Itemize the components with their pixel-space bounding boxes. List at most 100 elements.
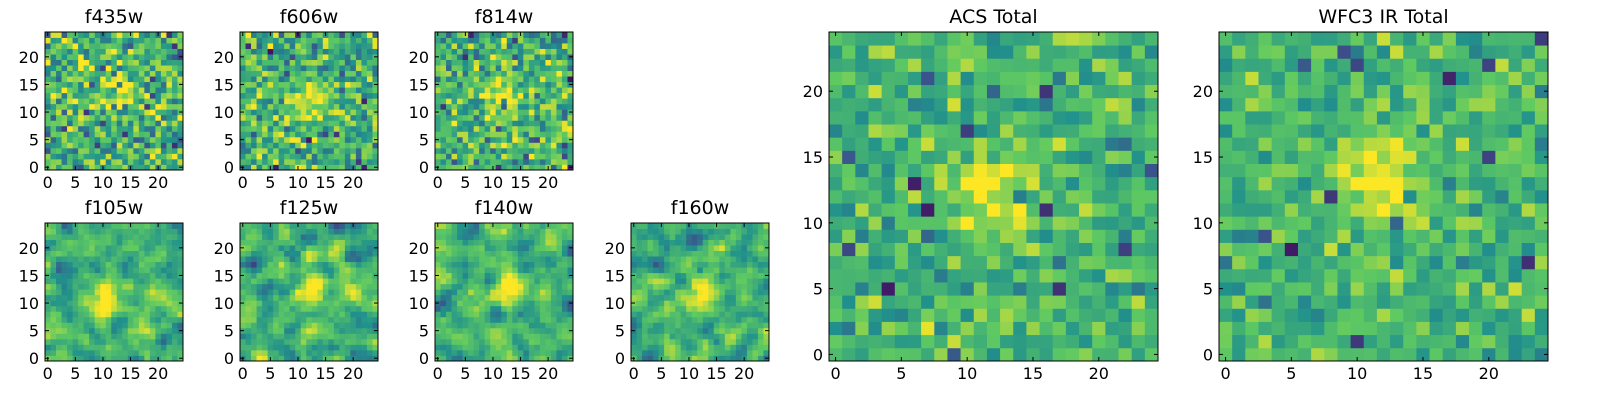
heatmap-cell: [361, 228, 368, 235]
heatmap-cell: [284, 311, 291, 318]
heatmap-cell: [517, 256, 524, 263]
heatmap-cell: [451, 98, 458, 105]
heatmap-cell: [355, 109, 362, 116]
heatmap-cell: [144, 245, 151, 251]
heatmap-cell: [473, 228, 480, 235]
heatmap-cell: [94, 59, 101, 66]
heatmap-cell: [262, 305, 268, 312]
heatmap-cell: [366, 32, 373, 38]
heatmap-cell: [111, 245, 118, 251]
heatmap-cell: [344, 272, 351, 279]
heatmap-cell: [240, 142, 246, 149]
heatmap-cell: [133, 349, 140, 356]
heatmap-cell: [251, 349, 257, 356]
heatmap-cell: [289, 109, 296, 116]
heatmap-cell: [127, 305, 134, 312]
heatmap-cell: [473, 344, 480, 351]
heatmap-cell: [528, 125, 535, 132]
heatmap-cell: [691, 250, 698, 257]
heatmap-cell: [372, 311, 379, 318]
heatmap-cell: [960, 308, 975, 322]
heatmap-cell: [561, 76, 568, 83]
heatmap-cell: [512, 344, 519, 351]
heatmap-cell: [166, 272, 173, 279]
heatmap-cell: [350, 109, 357, 116]
heatmap-cell: [1131, 282, 1146, 296]
heatmap-cell: [72, 114, 79, 121]
heatmap-cell: [490, 81, 497, 88]
heatmap-cell: [512, 305, 519, 312]
heatmap-cell: [501, 256, 508, 263]
heatmap-cell: [567, 125, 574, 132]
heatmap-cell: [122, 70, 129, 77]
heatmap-cell: [166, 300, 173, 307]
heatmap-cell: [111, 43, 118, 49]
heatmap-cell: [306, 70, 313, 77]
heatmap-cell: [501, 147, 508, 154]
heatmap-cell: [501, 223, 508, 229]
heatmap-cell: [361, 283, 368, 290]
heatmap-cell: [328, 37, 335, 44]
heatmap-cell: [166, 65, 173, 72]
heatmap-cell: [495, 322, 502, 329]
heatmap-cell: [67, 261, 73, 268]
heatmap-cell: [451, 223, 458, 229]
heatmap-cell: [763, 305, 770, 312]
heatmap-cell: [333, 228, 340, 235]
heatmap-cell: [160, 349, 167, 356]
heatmap-cell: [122, 103, 129, 110]
heatmap-cell: [311, 228, 318, 235]
heatmap-cell: [61, 164, 68, 171]
heatmap-cell: [675, 267, 682, 274]
heatmap-cell: [473, 59, 480, 66]
heatmap-cell: [83, 234, 90, 240]
heatmap-cell: [278, 322, 285, 329]
heatmap-cell: [94, 316, 101, 323]
heatmap-cell: [300, 256, 307, 263]
heatmap-cell: [440, 164, 447, 171]
heatmap-cell: [1079, 282, 1093, 296]
heatmap-cell: [506, 272, 513, 279]
heatmap-cell: [724, 239, 731, 246]
heatmap-cell: [355, 338, 362, 345]
heatmap-cell: [138, 327, 145, 334]
heatmap-cell: [473, 136, 480, 143]
heatmap-cell: [719, 294, 726, 301]
heatmap-cell: [724, 289, 731, 296]
heatmap-cell: [446, 327, 452, 334]
heatmap-cell: [339, 98, 346, 105]
heatmap-cell: [45, 322, 51, 329]
heatmap-cell: [262, 48, 268, 55]
heatmap-cell: [719, 344, 726, 351]
heatmap-cell: [468, 109, 475, 116]
heatmap-cell: [56, 223, 62, 229]
heatmap-cell: [105, 98, 112, 105]
heatmap-cell: [284, 322, 291, 329]
heatmap-cell: [328, 272, 335, 279]
heatmap-cell: [446, 43, 452, 49]
heatmap-cell: [484, 228, 491, 235]
heatmap-cell: [111, 250, 118, 257]
heatmap-cell: [256, 234, 263, 240]
heatmap-cell: [138, 120, 145, 127]
heatmap-cell: [495, 294, 502, 301]
heatmap-cell: [105, 272, 112, 279]
heatmap-cell: [512, 338, 519, 345]
heatmap-cell: [133, 228, 140, 235]
heatmap-cell: [1118, 176, 1133, 191]
heatmap-cell: [138, 65, 145, 72]
heatmap-cell: [133, 103, 140, 110]
heatmap-cell: [664, 322, 671, 329]
heatmap-cell: [664, 234, 671, 240]
heatmap-cell: [171, 92, 178, 99]
heatmap-cell: [495, 327, 502, 334]
heatmap-cell: [45, 228, 51, 235]
heatmap-cell: [333, 92, 340, 99]
heatmap-cell: [333, 267, 340, 274]
heatmap-cell: [116, 289, 123, 296]
heatmap-cell: [111, 103, 118, 110]
heatmap-cell: [160, 142, 167, 149]
heatmap-cell: [105, 81, 112, 88]
heatmap-cell: [680, 272, 687, 279]
heatmap-cell: [166, 256, 173, 263]
